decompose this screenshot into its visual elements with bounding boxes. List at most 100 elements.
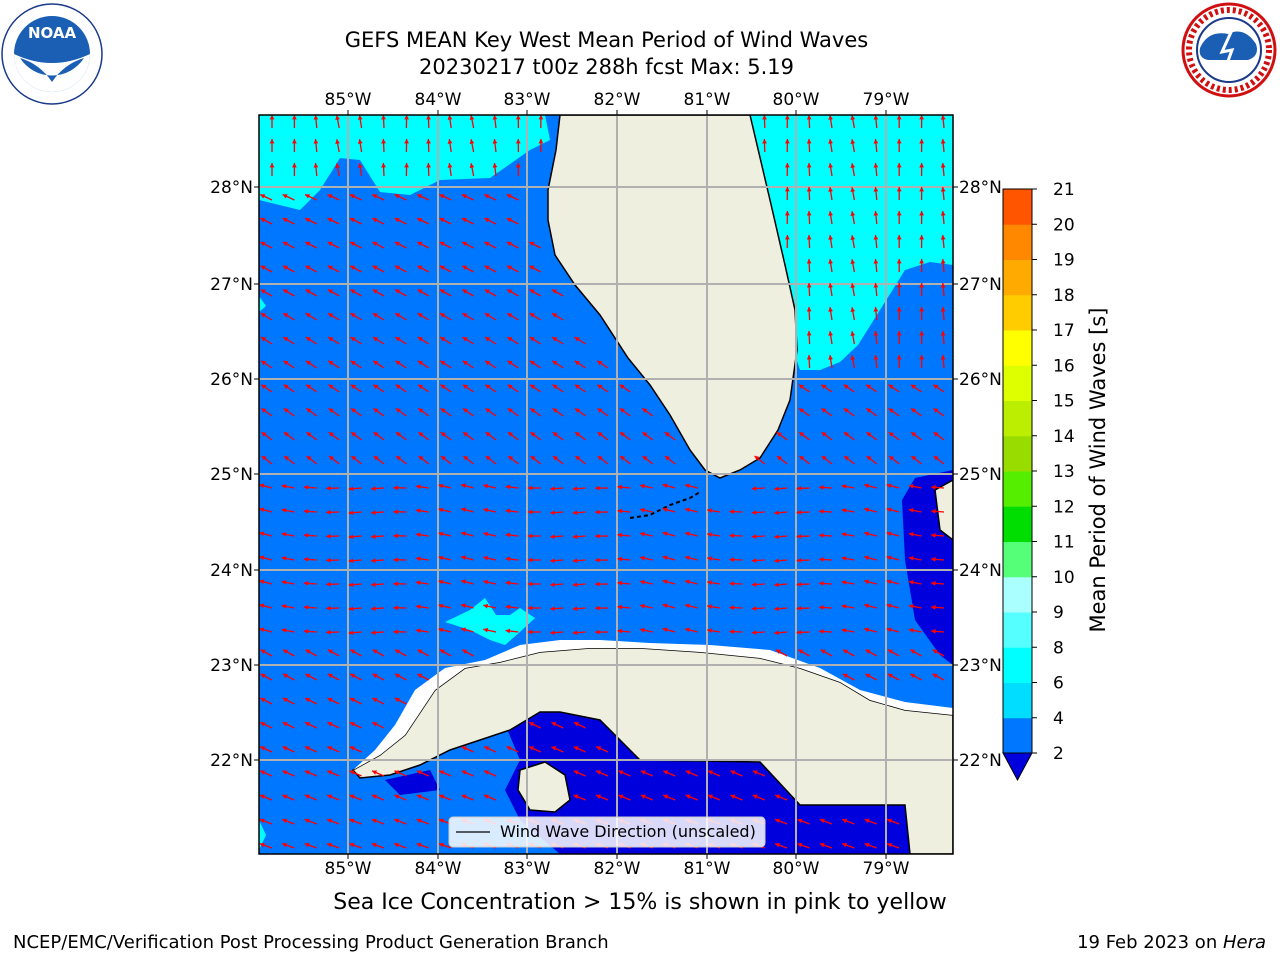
colorbar-tick-label: 16 bbox=[1053, 356, 1075, 376]
wind-wave-arrow bbox=[260, 384, 273, 393]
wind-wave-arrow bbox=[327, 193, 340, 201]
wind-wave-arrow bbox=[440, 431, 452, 441]
wind-wave-arrow bbox=[908, 484, 922, 489]
wind-wave-arrow bbox=[908, 580, 922, 585]
wind-wave-arrow bbox=[818, 605, 833, 610]
wind-wave-arrow bbox=[528, 721, 542, 729]
wind-wave-arrow bbox=[357, 115, 363, 129]
wind-wave-arrow bbox=[841, 628, 855, 633]
wind-wave-arrow bbox=[886, 555, 900, 561]
wind-wave-arrow bbox=[439, 336, 452, 345]
wind-wave-arrow bbox=[594, 629, 609, 635]
colorbar-tick-label: 10 bbox=[1053, 568, 1075, 588]
lon-tick-top: 83°W bbox=[504, 90, 551, 110]
wind-wave-arrow bbox=[642, 431, 654, 441]
wind-wave-arrow bbox=[707, 628, 721, 634]
wind-wave-arrow bbox=[573, 794, 586, 801]
wind-wave-arrow bbox=[483, 483, 497, 489]
wind-wave-arrow bbox=[326, 629, 340, 635]
wind-wave-arrow bbox=[373, 407, 385, 417]
wind-wave-arrow bbox=[282, 649, 295, 657]
wind-wave-arrow bbox=[806, 162, 812, 177]
wind-wave-arrow bbox=[818, 629, 833, 634]
noaa-logo-text: NOAA bbox=[28, 24, 77, 42]
wind-wave-arrow bbox=[850, 355, 856, 369]
wind-wave-arrow bbox=[393, 629, 407, 635]
wind-wave-arrow bbox=[930, 484, 945, 490]
wind-wave-arrow bbox=[594, 581, 609, 587]
wind-wave-arrow bbox=[550, 486, 564, 492]
wind-wave-arrow bbox=[507, 431, 519, 441]
wind-wave-arrow bbox=[438, 794, 452, 801]
wind-wave-arrow bbox=[909, 649, 922, 657]
wind-wave-arrow bbox=[729, 509, 743, 515]
wind-wave-arrow bbox=[919, 330, 925, 345]
wind-wave-arrow bbox=[313, 139, 319, 153]
chart-subtitle: 20230217 t00z 288h fcst Max: 5.19 bbox=[419, 55, 794, 79]
wind-wave-arrow bbox=[303, 628, 317, 634]
wind-wave-arrow bbox=[940, 234, 946, 249]
wind-wave-arrow bbox=[447, 163, 453, 177]
wind-wave-arrow bbox=[729, 629, 743, 635]
wind-wave-arrow bbox=[350, 312, 362, 321]
wind-wave-arrow bbox=[572, 510, 586, 516]
wind-wave-arrow bbox=[841, 580, 855, 585]
wind-wave-arrow bbox=[729, 533, 743, 539]
wind-wave-arrow bbox=[662, 603, 676, 609]
wind-wave-arrow bbox=[528, 746, 542, 753]
lon-tick-bottom: 79°W bbox=[863, 859, 910, 879]
wind-wave-arrow bbox=[842, 673, 855, 681]
wind-wave-arrow bbox=[933, 431, 945, 441]
wind-wave-arrow bbox=[551, 288, 564, 297]
wind-wave-arrow bbox=[505, 556, 519, 562]
wind-wave-arrow bbox=[550, 558, 564, 564]
wind-wave-arrow bbox=[259, 721, 273, 729]
wind-wave-arrow bbox=[843, 431, 855, 441]
wind-wave-arrow bbox=[460, 627, 474, 633]
wind-wave-arrow bbox=[304, 794, 318, 801]
wind-wave-arrow bbox=[269, 162, 275, 177]
wind-wave-arrow bbox=[662, 507, 676, 513]
wind-wave-arrow bbox=[306, 455, 318, 465]
wind-wave-arrow bbox=[797, 842, 810, 849]
wind-wave-arrow bbox=[460, 483, 474, 489]
wind-wave-arrow bbox=[404, 115, 409, 129]
wind-wave-arrow bbox=[507, 455, 519, 465]
wind-wave-arrow bbox=[326, 818, 340, 825]
wind-wave-arrow bbox=[707, 770, 721, 777]
chart-title: GEFS MEAN Key West Mean Period of Wind W… bbox=[344, 28, 869, 52]
wind-wave-arrow bbox=[415, 628, 429, 634]
wind-wave-arrow bbox=[594, 557, 609, 563]
wind-wave-arrow bbox=[281, 604, 295, 609]
wind-wave-arrow bbox=[306, 431, 318, 441]
colorbar-segment bbox=[1003, 365, 1032, 401]
wind-wave-arrow bbox=[326, 557, 340, 563]
light-water-patch bbox=[445, 598, 535, 645]
wind-wave-arrow bbox=[394, 673, 407, 681]
wind-wave-arrow bbox=[327, 336, 340, 345]
wind-wave-arrow bbox=[850, 115, 856, 129]
wind-wave-arrow bbox=[850, 163, 856, 177]
bahamas-island bbox=[934, 479, 953, 541]
wind-wave-arrow bbox=[370, 558, 385, 563]
wind-wave-arrow bbox=[372, 288, 385, 297]
wind-wave-arrow bbox=[372, 336, 385, 345]
wind-wave-arrow bbox=[393, 509, 407, 515]
wind-wave-arrow bbox=[461, 265, 474, 273]
wind-wave-arrow bbox=[762, 138, 767, 153]
wind-wave-arrow bbox=[371, 770, 385, 777]
wind-wave-arrow bbox=[896, 306, 902, 321]
wind-wave-arrow bbox=[730, 794, 743, 801]
wind-wave-arrow bbox=[843, 455, 855, 465]
footer-machine: Hera bbox=[1222, 932, 1266, 953]
wind-wave-arrow bbox=[774, 510, 788, 516]
wind-wave-arrow bbox=[886, 603, 900, 609]
wind-wave-arrow bbox=[751, 486, 765, 491]
wind-wave-arrow bbox=[395, 360, 407, 369]
wind-wave-arrow bbox=[784, 162, 790, 177]
lon-tick-bottom: 84°W bbox=[415, 859, 462, 879]
wind-wave-arrow bbox=[940, 306, 946, 321]
wind-wave-arrow bbox=[821, 431, 833, 441]
wind-wave-arrow bbox=[349, 673, 362, 681]
wind-wave-arrow bbox=[919, 354, 925, 369]
